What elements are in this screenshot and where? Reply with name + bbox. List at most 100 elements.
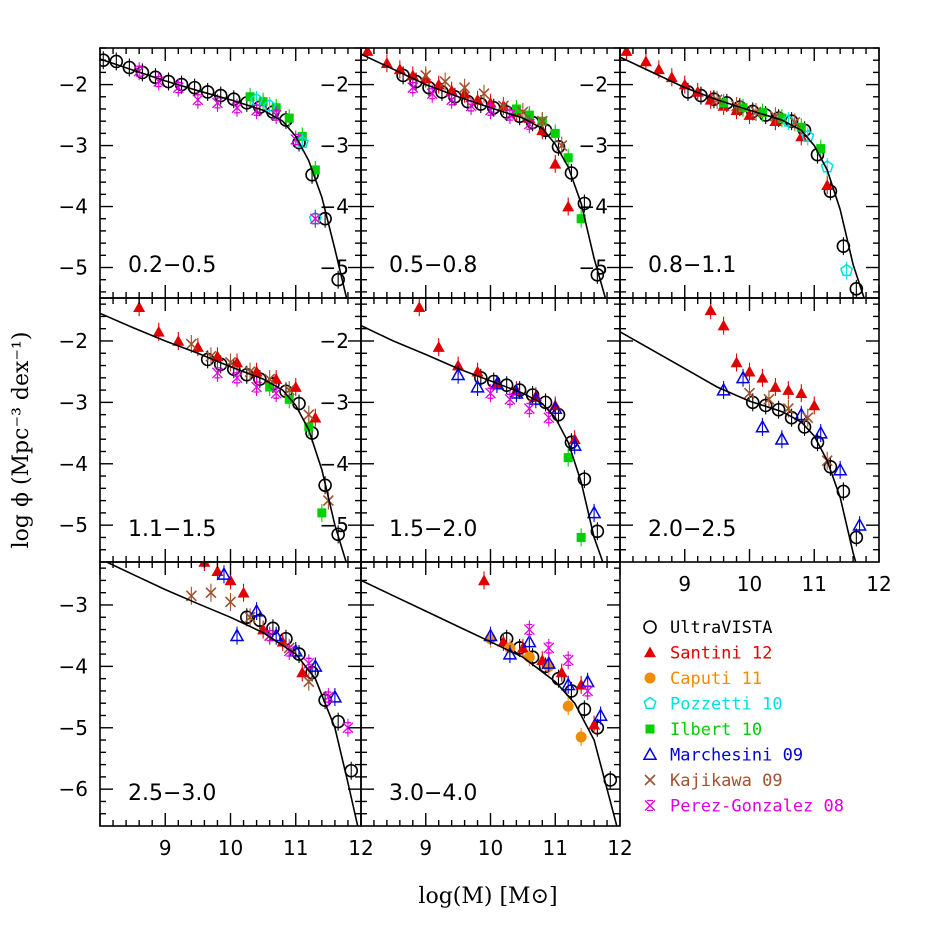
data-point <box>153 75 165 88</box>
data-point <box>562 200 575 212</box>
data-point <box>432 341 445 352</box>
data-point <box>331 272 345 287</box>
data-point <box>524 110 534 120</box>
data-point <box>577 472 592 486</box>
data-point <box>523 651 535 663</box>
series-perez-gonzalez-08 <box>485 384 555 427</box>
legend-marker <box>644 672 656 684</box>
redshift-label: 2.5−3.0 <box>128 781 216 806</box>
panel-5: 1.5−2.0 −2 −3 −4 −5 <box>320 297 621 563</box>
data-point <box>716 382 731 396</box>
data-point <box>185 338 197 350</box>
data-point <box>224 596 237 608</box>
data-point <box>771 402 786 417</box>
legend-label: Caputi 11 <box>670 669 762 689</box>
fit-curve <box>100 58 348 298</box>
y-tick-label: −2 <box>320 329 349 353</box>
data-point <box>310 165 320 175</box>
y-tick-label: −5 <box>320 513 349 537</box>
redshift-label: 0.2−0.5 <box>128 253 216 278</box>
data-point <box>465 100 477 112</box>
legend-item: Kajikawa 09 <box>644 771 783 791</box>
panel-3: 0.8−1.1 −2 −3 −4 −5 <box>579 47 880 299</box>
data-point <box>478 574 491 586</box>
data-point <box>523 118 535 130</box>
x-tick-label: 11 <box>543 836 568 860</box>
data-point <box>704 93 717 105</box>
data-point <box>211 97 223 109</box>
redshift-label: 1.5−2.0 <box>389 517 477 542</box>
series-marchesini-09 <box>216 565 343 707</box>
data-point <box>576 532 586 542</box>
data-point <box>586 505 602 519</box>
data-point <box>536 115 548 127</box>
data-point <box>782 402 794 415</box>
series-santini-12 <box>704 301 821 415</box>
legend-item: Santini 12 <box>644 644 772 664</box>
data-point <box>665 71 678 83</box>
x-tick-label: 12 <box>607 836 632 860</box>
data-point <box>489 376 505 390</box>
data-point <box>211 367 223 379</box>
data-point <box>133 301 146 313</box>
data-point <box>802 412 814 424</box>
y-tick-label: −5 <box>320 256 349 280</box>
legend-label: Marchesini 09 <box>670 746 803 766</box>
data-point <box>322 691 334 703</box>
panel-7: 2.5−3.0 −3 −4 −5 −6 9 10 11 12 <box>59 561 374 860</box>
series-santini-12 <box>413 298 581 449</box>
data-point <box>769 381 782 392</box>
x-tick-label: 11 <box>802 572 827 596</box>
data-point <box>450 367 466 381</box>
data-point <box>590 524 605 539</box>
redshift-label: 0.5−0.8 <box>389 253 477 278</box>
legend-label: Kajikawa 09 <box>670 771 783 791</box>
data-point <box>757 108 767 118</box>
data-point <box>361 48 374 56</box>
fit-curve <box>361 324 604 562</box>
data-point <box>563 453 573 463</box>
data-point <box>135 65 150 80</box>
data-point <box>270 109 282 121</box>
data-point <box>756 371 769 383</box>
data-point <box>796 122 806 132</box>
legend-marker <box>644 646 656 658</box>
y-tick-label: −5 <box>579 256 608 280</box>
legend-marker <box>643 620 657 634</box>
data-point <box>781 114 795 127</box>
data-point <box>497 100 510 112</box>
data-point <box>231 372 243 384</box>
data-point <box>563 153 573 163</box>
data-point <box>284 394 294 404</box>
x-tick-label: 10 <box>218 836 243 860</box>
data-point <box>620 48 633 56</box>
y-tick-label: −2 <box>579 73 608 97</box>
y-tick-label: −2 <box>59 73 88 97</box>
x-tick-label: 10 <box>737 572 762 596</box>
data-point <box>471 365 484 377</box>
data-point <box>270 387 282 399</box>
x-tick-label: 9 <box>159 836 172 860</box>
legend-item: Perez-Gonzalez 08 <box>644 797 844 817</box>
data-point <box>795 387 808 398</box>
panel-8: 3.0−4.0 9 10 11 12 <box>360 561 633 860</box>
data-point <box>244 611 256 623</box>
data-point <box>172 81 184 94</box>
x-axis-label: log(M) [M⊙] <box>418 884 557 909</box>
data-point <box>303 657 315 669</box>
data-point <box>229 628 245 642</box>
data-point <box>284 113 294 123</box>
legend-label: Perez-Gonzalez 08 <box>670 797 844 817</box>
data-point <box>743 109 756 120</box>
data-point <box>249 603 264 617</box>
data-point <box>593 707 608 722</box>
y-tick-label: −5 <box>59 716 88 740</box>
legend-marker <box>644 774 656 786</box>
data-point <box>755 419 770 433</box>
y-tick-label: −4 <box>59 452 88 476</box>
series-perez-gonzalez-08 <box>133 62 321 228</box>
data-point <box>251 381 263 393</box>
data-point <box>258 97 268 107</box>
data-point <box>808 399 821 411</box>
y-tick-label: −5 <box>59 256 88 280</box>
